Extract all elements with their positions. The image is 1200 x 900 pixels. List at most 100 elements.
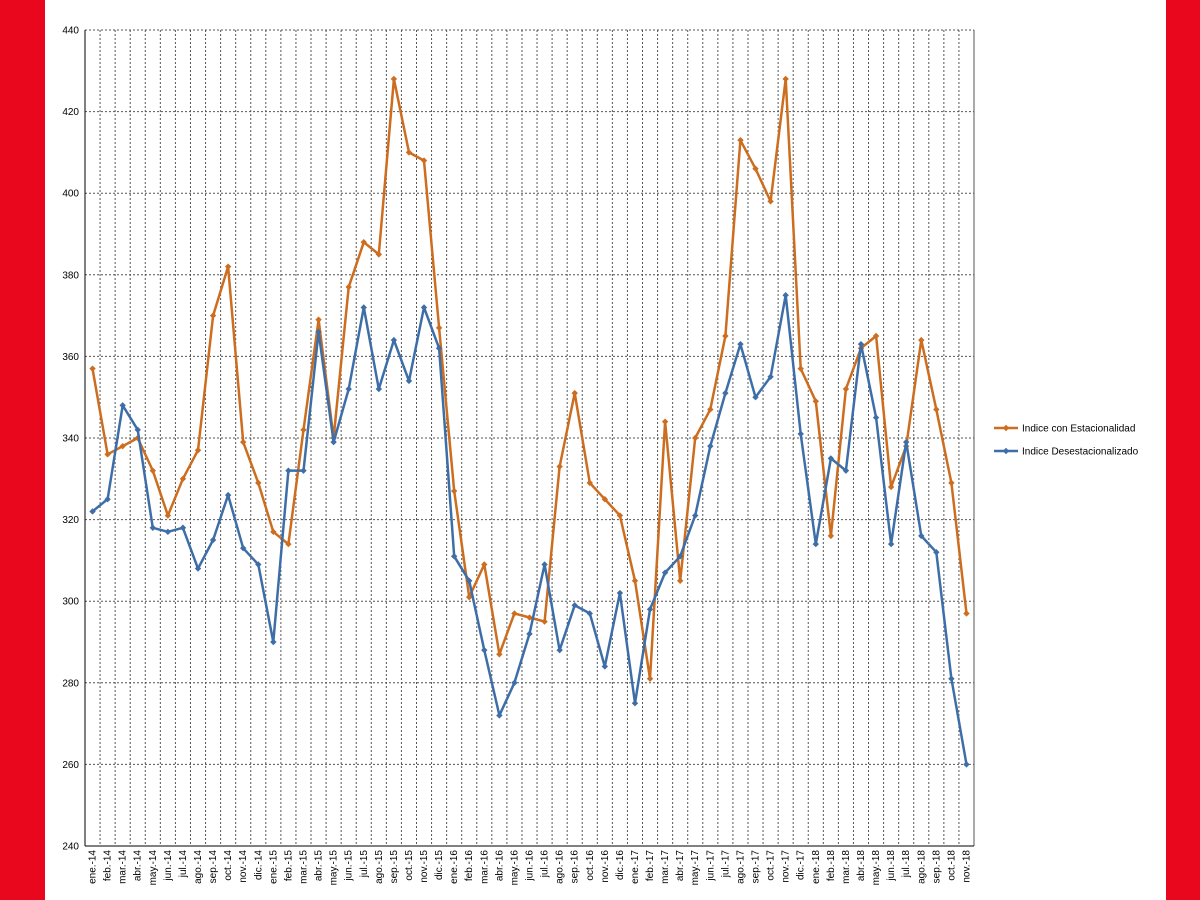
- x-tick-label: dic.-16: [615, 850, 626, 880]
- x-tick-label: feb.-15: [283, 850, 294, 882]
- data-point: [842, 385, 850, 393]
- data-point: [827, 532, 835, 540]
- data-point: [526, 630, 533, 638]
- legend-label: Indice Desestacionalizado: [1022, 447, 1139, 458]
- data-point: [707, 406, 714, 413]
- data-point: [104, 451, 111, 458]
- x-tick-label: dic.-15: [434, 850, 445, 880]
- y-tick-label: 420: [62, 107, 79, 118]
- data-point: [496, 712, 503, 719]
- data-point: [330, 438, 337, 446]
- data-point: [149, 524, 157, 531]
- data-point: [179, 524, 187, 531]
- y-axis: 240 260 280 300 320 340 360 380 400 420 440: [62, 26, 79, 853]
- y-tick-label: 360: [62, 352, 79, 363]
- data-point: [541, 618, 548, 625]
- x-tick-label: nov.-16: [600, 850, 611, 883]
- y-tick-label: 280: [62, 678, 79, 689]
- x-tick-label: ene.-15: [268, 850, 279, 884]
- x-tick-label: jul.-16: [540, 850, 551, 879]
- data-point: [948, 479, 955, 487]
- data-point: [119, 442, 126, 450]
- data-point: [902, 438, 910, 446]
- y-tick-label: 440: [62, 26, 79, 37]
- data-point: [134, 426, 141, 434]
- data-point: [435, 324, 443, 332]
- data-point: [692, 434, 699, 442]
- data-point: [782, 75, 789, 83]
- data-point: [315, 316, 322, 323]
- data-point: [466, 577, 473, 584]
- x-tick-label: abr.-14: [133, 850, 144, 882]
- data-point: [918, 336, 925, 344]
- data-point: [89, 365, 96, 372]
- x-tick-label: abr.-18: [856, 850, 867, 882]
- x-tick-label: sep.-14: [208, 850, 219, 884]
- x-tick-label: abr.-15: [314, 850, 325, 882]
- data-point: [646, 675, 654, 682]
- data-point: [737, 340, 744, 348]
- x-tick-label: jul.-14: [178, 850, 189, 879]
- data-point: [722, 332, 729, 340]
- x-tick-label: oct.-15: [404, 850, 415, 881]
- data-point: [511, 610, 518, 617]
- data-point: [360, 238, 367, 246]
- series-layer: [89, 75, 970, 768]
- data-point: [948, 675, 955, 682]
- data-point: [511, 679, 518, 686]
- data-point: [240, 438, 247, 446]
- x-tick-label: mar.-17: [660, 850, 671, 884]
- series-desestacionalizado: [89, 292, 970, 768]
- x-tick-label: jul.-15: [359, 850, 370, 879]
- data-point: [556, 646, 563, 654]
- data-point: [812, 398, 819, 405]
- data-point: [646, 606, 654, 613]
- data-point: [963, 610, 970, 617]
- data-point: [390, 336, 398, 344]
- data-point: [360, 304, 367, 311]
- data-point: [481, 646, 488, 654]
- data-point: [481, 561, 488, 568]
- data-point: [676, 553, 684, 560]
- x-tick-label: dic.-14: [253, 850, 264, 880]
- y-tick-label: 340: [62, 434, 79, 445]
- y-tick-label: 380: [62, 270, 79, 281]
- x-tick-label: oct.-16: [585, 850, 596, 881]
- x-tick-label: may.-17: [690, 850, 701, 886]
- data-point: [526, 614, 533, 621]
- data-point: [676, 577, 684, 584]
- data-point: [767, 373, 774, 380]
- data-point: [571, 602, 578, 609]
- x-tick-label: jun.-15: [344, 850, 355, 882]
- data-point: [315, 328, 322, 336]
- x-tick-label: mar.-18: [841, 850, 852, 884]
- data-point: [179, 475, 187, 482]
- x-tick-label: sep.-15: [389, 850, 400, 884]
- data-point: [285, 540, 292, 548]
- data-point: [435, 345, 443, 352]
- x-tick-label: jun.-18: [886, 850, 897, 882]
- data-point: [209, 536, 217, 544]
- y-tick-label: 400: [62, 189, 79, 200]
- x-tick-label: ene.-16: [449, 850, 460, 884]
- data-point: [631, 700, 639, 707]
- data-point: [405, 149, 413, 156]
- data-point: [631, 577, 639, 584]
- x-tick-label: feb.-17: [645, 850, 656, 882]
- data-point: [887, 483, 895, 491]
- data-point: [556, 463, 563, 470]
- series-line: [91, 77, 968, 680]
- data-point: [661, 418, 669, 425]
- x-tick-label: dic.-17: [796, 850, 807, 880]
- data-point: [119, 402, 126, 409]
- x-tick-label: nov.-18: [961, 850, 972, 883]
- data-point: [450, 487, 458, 495]
- data-point: [240, 544, 247, 552]
- x-tick-label: nov.-15: [419, 850, 430, 883]
- x-tick-label: jun.-17: [705, 850, 716, 882]
- data-point: [737, 136, 744, 144]
- data-point: [812, 540, 819, 548]
- data-point: [164, 528, 172, 536]
- x-tick-label: feb.-14: [103, 850, 114, 882]
- series-estacionalidad: [89, 75, 970, 682]
